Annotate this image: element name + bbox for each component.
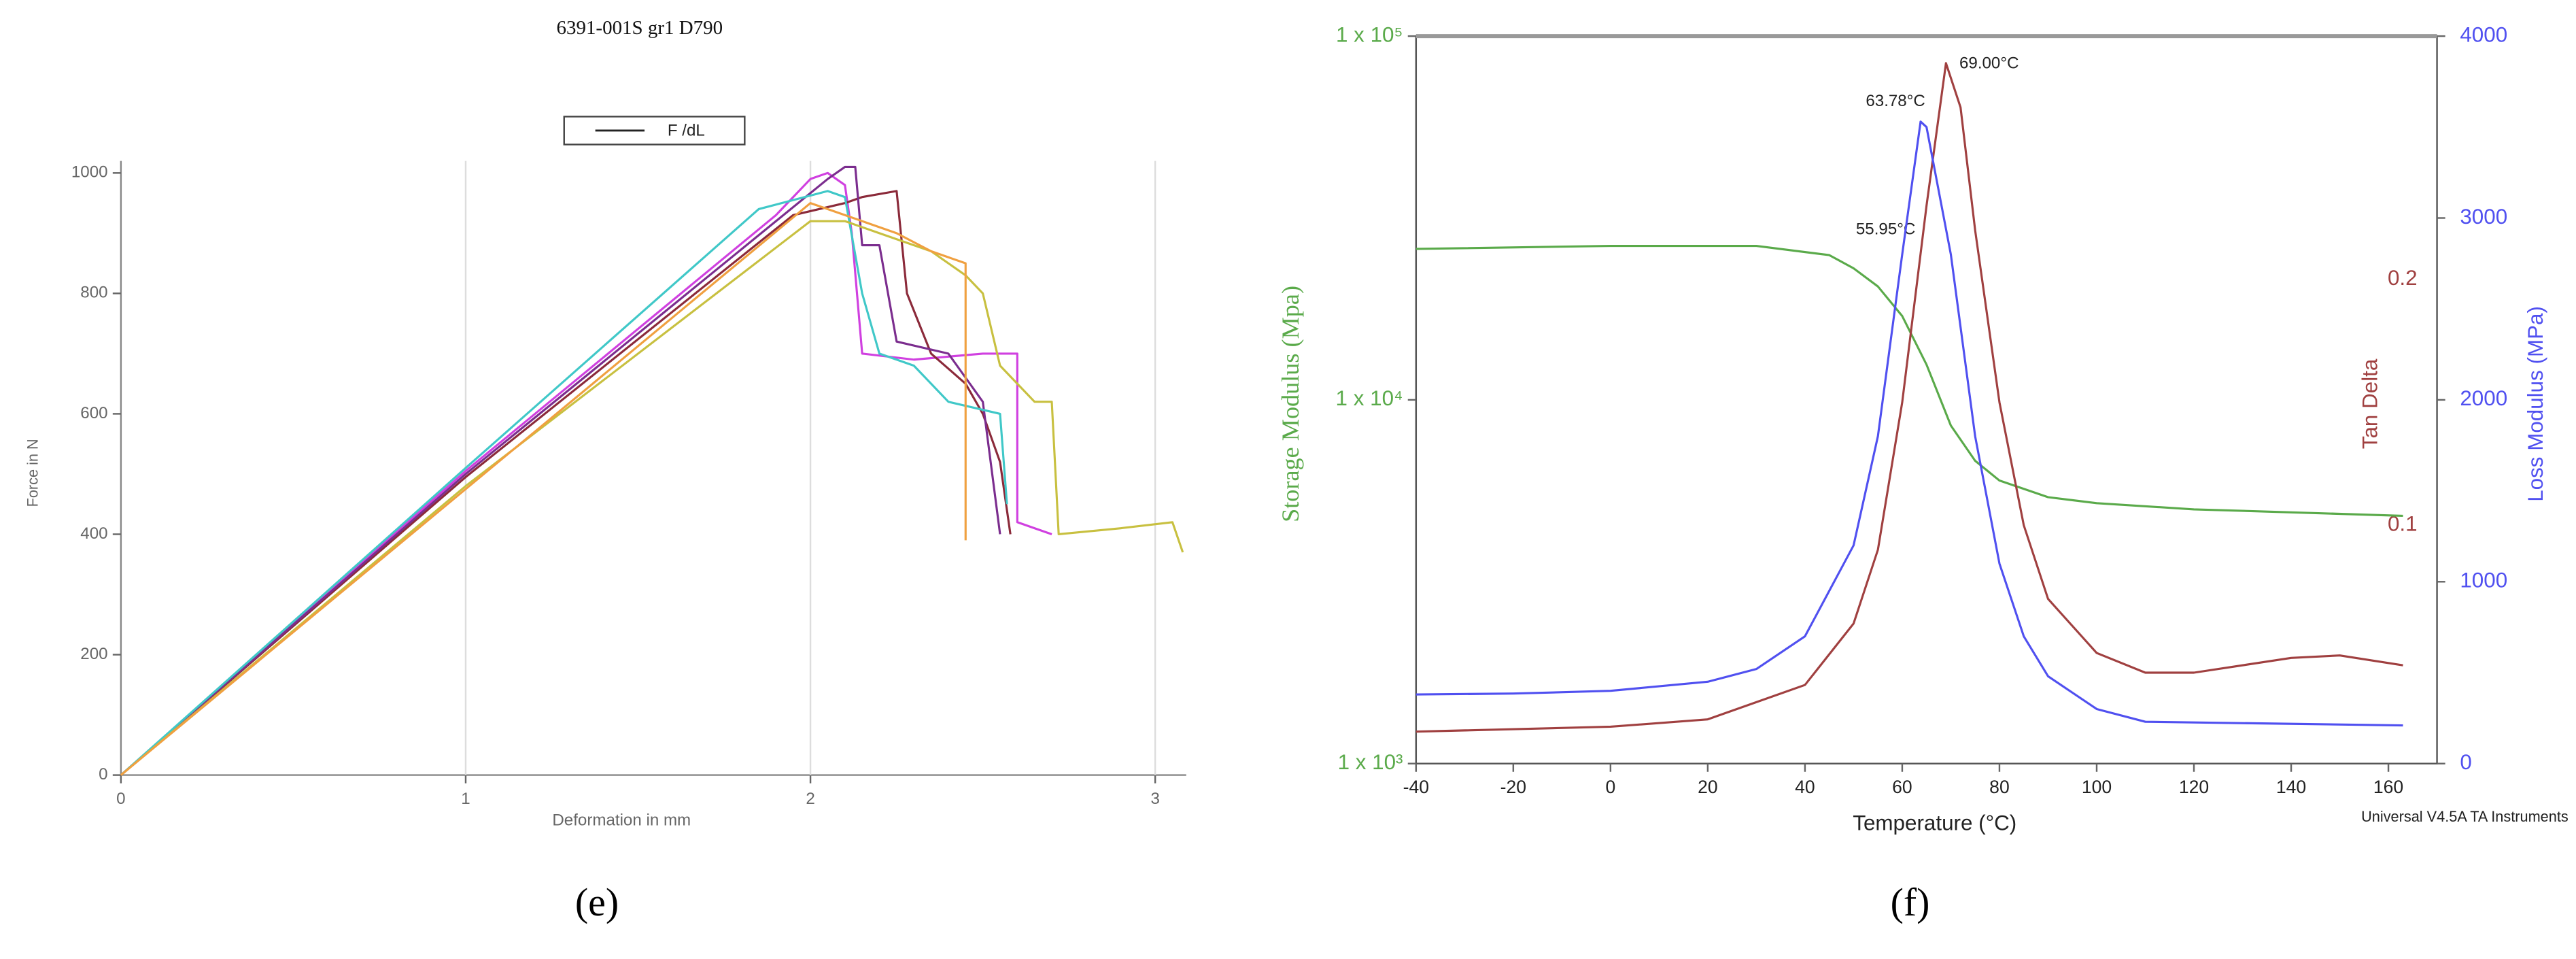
x-tick-label: 120 (2179, 777, 2209, 797)
x-tick-label: 100 (2082, 777, 2112, 797)
y3-tick-label: 0.2 (2388, 266, 2418, 290)
x-tick-label: 40 (1795, 777, 1815, 797)
x-tick-label: -20 (1500, 777, 1526, 797)
data-line (120, 165, 1001, 776)
y-axis-title: Force in N (24, 439, 41, 507)
annotation: 69.00°C (1959, 54, 2019, 73)
legend-box (563, 116, 746, 146)
y-tick-label: 400 (80, 524, 107, 543)
data-line (120, 202, 967, 776)
data-line (120, 220, 1184, 776)
x-tick-label: 80 (1989, 777, 2010, 797)
x-tick-label: 60 (1892, 777, 1912, 797)
y2-tick-label: 4000 (2460, 22, 2507, 46)
x-tick-label: -40 (1403, 777, 1429, 797)
y3-axis-title: Tan Delta (2358, 358, 2382, 449)
y-tick-label: 600 (80, 404, 107, 422)
data-line (1415, 62, 2403, 733)
y-tick-label: 1000 (71, 163, 108, 182)
y-tick-label: 1 x 10⁴ (1336, 386, 1403, 410)
x-tick-label: 160 (2373, 777, 2403, 797)
x-tick-label: 20 (1698, 777, 1718, 797)
data-line (120, 171, 1052, 776)
y2-tick-label: 1000 (2460, 569, 2507, 592)
x-tick-label: 2 (806, 790, 814, 808)
y-axis-title: Storage Modulus (Mpa) (1277, 286, 1304, 522)
data-line (1415, 244, 2403, 517)
x-tick-label: 1 (461, 790, 470, 808)
chart-title: 6391-001S gr1 D790 (557, 17, 723, 39)
y-tick-label: 1 x 10³ (1338, 750, 1403, 774)
y2-tick-label: 2000 (2460, 386, 2507, 410)
data-line (1415, 120, 2403, 727)
x-tick-label: 3 (1150, 790, 1159, 808)
y-tick-label: 800 (80, 284, 107, 302)
data-line (120, 190, 1012, 776)
x-tick-label: 0 (116, 790, 125, 808)
data-line (120, 190, 1008, 776)
y-tick-label: 0 (99, 765, 107, 784)
y2-tick-label: 3000 (2460, 205, 2507, 229)
footer: Universal V4.5A TA Instruments (2361, 808, 2569, 825)
y-tick-label: 1 x 10⁵ (1336, 22, 1403, 46)
x-axis-title: Temperature (°C) (1853, 811, 2016, 835)
x-tick-label: 0 (1605, 777, 1615, 797)
annotation: 63.78°C (1866, 92, 1925, 110)
panel-label: (e) (575, 880, 619, 924)
x-axis-title: Deformation in mm (552, 811, 691, 830)
panel-label: (f) (1891, 880, 1930, 924)
y2-tick-label: 0 (2460, 750, 2471, 774)
y-tick-label: 200 (80, 645, 107, 663)
plot-frame (1415, 35, 2438, 764)
y2-axis-title: Loss Modulus (MPa) (2524, 306, 2547, 502)
x-tick-label: 140 (2276, 777, 2306, 797)
legend-label: F /dL (668, 122, 705, 140)
